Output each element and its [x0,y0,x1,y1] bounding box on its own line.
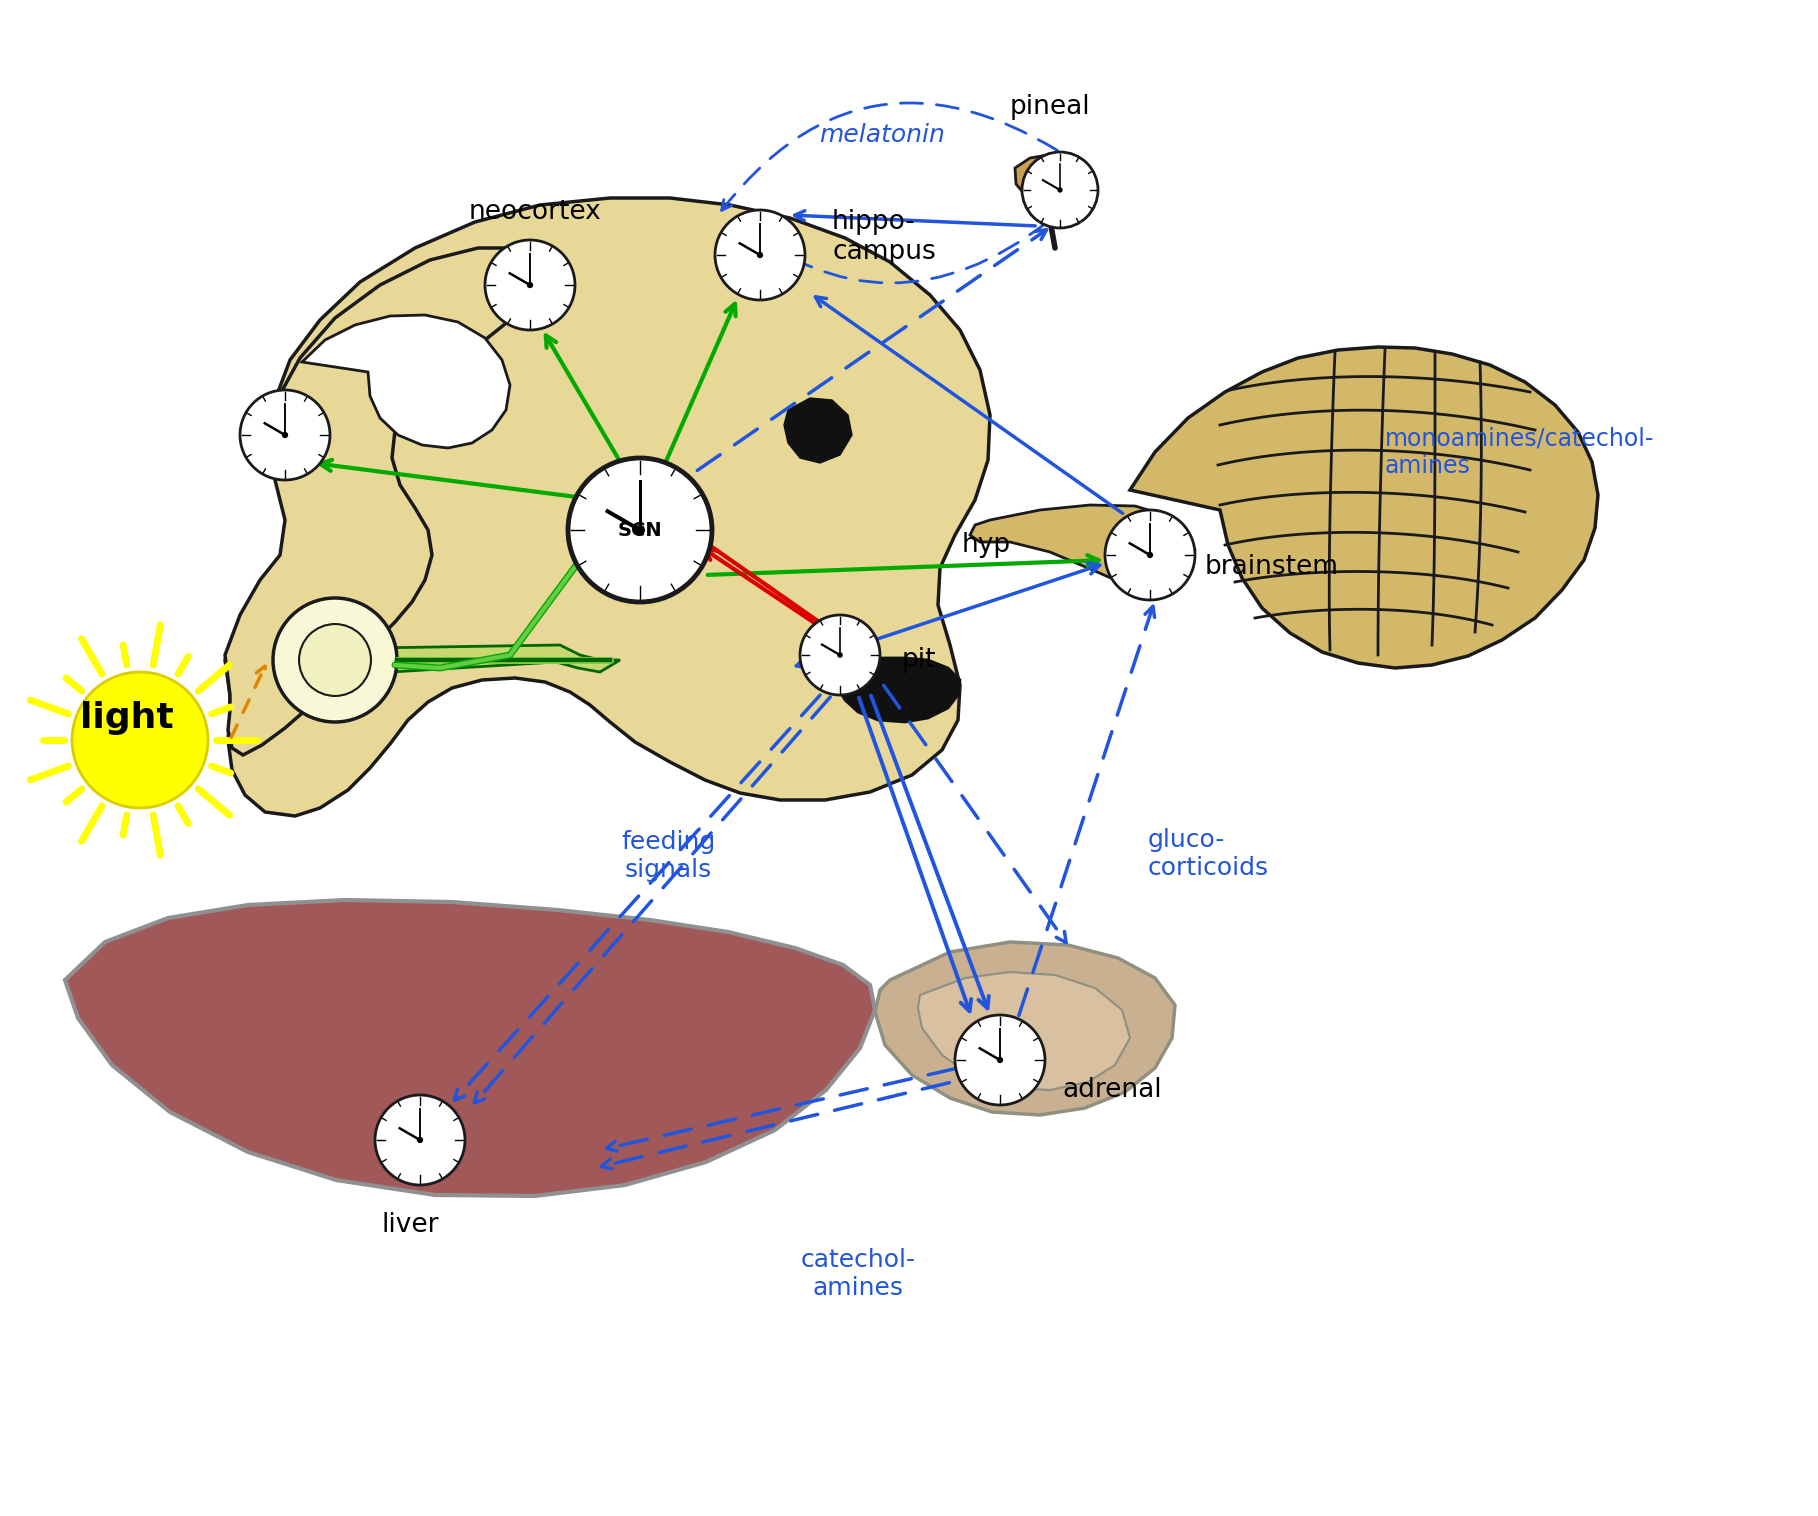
Text: catechol-
amines: catechol- amines [800,1248,916,1299]
Polygon shape [329,611,620,703]
Circle shape [954,1016,1045,1105]
Text: SCN: SCN [618,520,662,540]
Circle shape [527,282,533,288]
Polygon shape [65,901,874,1196]
Circle shape [1147,552,1153,558]
Polygon shape [918,972,1131,1090]
Circle shape [1058,188,1064,193]
Polygon shape [225,199,991,816]
Polygon shape [784,399,853,462]
Polygon shape [838,658,960,722]
Circle shape [282,432,287,438]
Text: liver: liver [382,1211,438,1239]
Circle shape [416,1137,424,1143]
Text: monoamines/catechol-
amines: monoamines/catechol- amines [1385,426,1654,478]
Text: light: light [80,700,175,735]
Circle shape [838,652,844,658]
Circle shape [73,672,207,808]
Polygon shape [302,315,511,449]
Text: brainstem: brainstem [1205,553,1340,581]
Circle shape [996,1057,1004,1063]
Polygon shape [225,249,538,755]
Text: pit: pit [902,647,936,673]
Text: neocortex: neocortex [469,199,602,224]
Circle shape [634,525,645,535]
Text: feeding
signals: feeding signals [622,829,714,882]
Circle shape [714,211,805,300]
Text: hippo-
campus: hippo- campus [833,209,936,265]
Polygon shape [971,505,1194,587]
Circle shape [485,240,574,330]
Circle shape [298,625,371,696]
Circle shape [1022,152,1098,227]
Circle shape [800,615,880,694]
Circle shape [273,597,396,722]
Text: gluco-
corticoids: gluco- corticoids [1147,828,1269,879]
Circle shape [375,1095,465,1186]
Text: adrenal: adrenal [1062,1076,1162,1104]
Circle shape [1105,509,1194,600]
Polygon shape [1014,155,1071,200]
Text: melatonin: melatonin [820,123,945,147]
Text: hyp: hyp [962,532,1011,558]
Polygon shape [1131,347,1598,669]
Circle shape [756,252,764,258]
Circle shape [240,390,331,481]
Polygon shape [874,941,1174,1114]
Text: pineal: pineal [1009,94,1091,120]
Circle shape [567,458,713,602]
